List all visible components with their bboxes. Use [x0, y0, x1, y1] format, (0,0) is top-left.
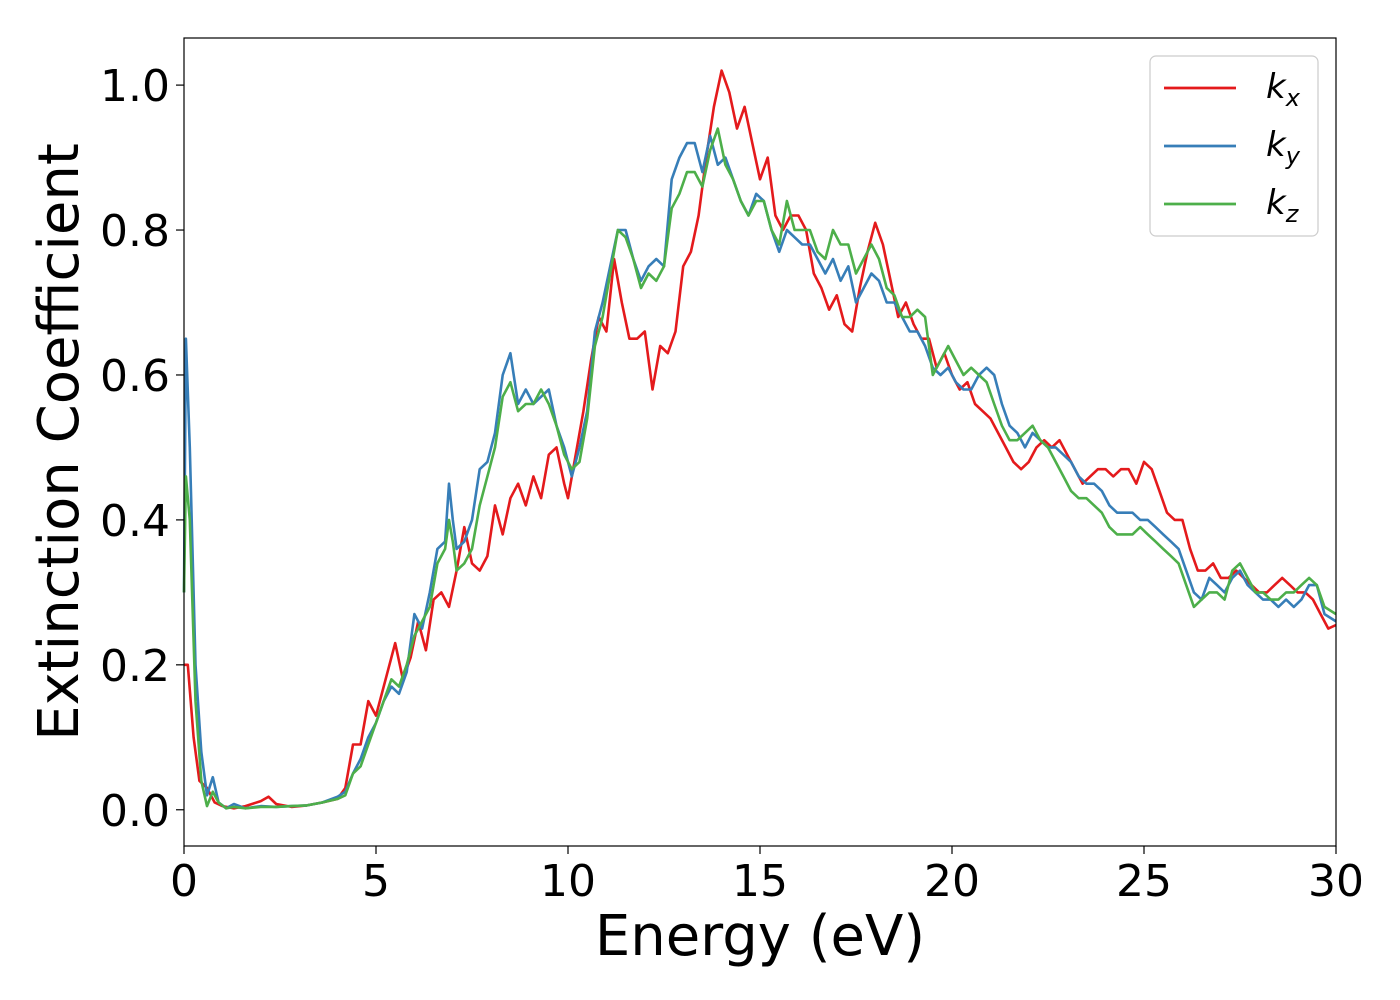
- y-tick-label: 0.0: [100, 786, 170, 837]
- legend: kx ky kz: [1149, 55, 1319, 237]
- series-line-kz: [182, 127, 1337, 810]
- x-axis-label: Energy (eV): [595, 904, 925, 969]
- plot-lines: [182, 69, 1337, 810]
- series-line-kx: [184, 69, 1337, 810]
- x-axis-ticks: 0 5 10 15 20 25 30: [170, 846, 1364, 907]
- x-tick-label: 25: [1116, 856, 1172, 907]
- x-tick-label: 15: [732, 856, 788, 907]
- y-tick-label: 1.0: [100, 61, 170, 112]
- legend-label-kz: kz: [1266, 183, 1300, 228]
- y-tick-label: 0.2: [100, 641, 170, 692]
- y-axis-ticks: 0.0 0.2 0.4 0.6 0.8 1.0: [100, 61, 184, 837]
- x-tick-label: 20: [924, 856, 980, 907]
- x-tick-label: 10: [540, 856, 596, 907]
- legend-label-ky: ky: [1266, 125, 1301, 170]
- x-tick-label: 5: [362, 856, 390, 907]
- y-axis-label: Extinction Coefficient: [27, 143, 92, 741]
- y-tick-label: 0.6: [100, 351, 170, 402]
- x-tick-label: 0: [170, 856, 198, 907]
- y-tick-label: 0.4: [100, 496, 170, 547]
- x-tick-label: 30: [1308, 856, 1364, 907]
- y-tick-label: 0.8: [100, 206, 170, 257]
- series-line-ky: [182, 134, 1337, 810]
- legend-label-kx: kx: [1266, 67, 1301, 112]
